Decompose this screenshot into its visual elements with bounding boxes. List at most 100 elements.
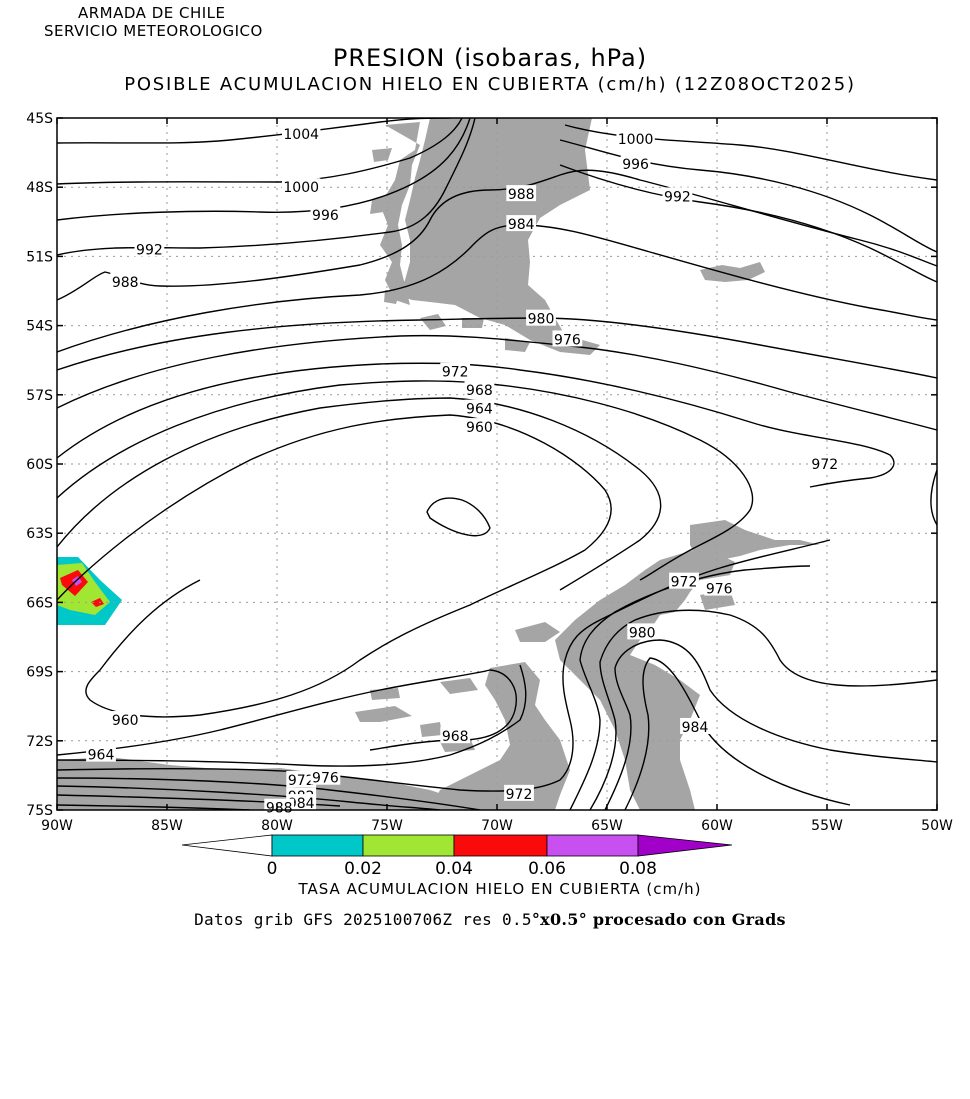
lon-label: 60W bbox=[701, 818, 733, 834]
isobar-label-bg bbox=[110, 272, 141, 289]
land-south-shetland bbox=[690, 520, 820, 563]
ice-level-2b bbox=[91, 598, 104, 607]
isobar-label: 980 bbox=[528, 312, 555, 328]
lon-label: 90W bbox=[41, 818, 73, 834]
lat-label: 63S bbox=[26, 526, 53, 542]
lon-label: 70W bbox=[481, 818, 513, 834]
isobar-label-bg bbox=[669, 572, 699, 589]
lon-label: 50W bbox=[921, 818, 953, 834]
isobar-label: 976 bbox=[554, 332, 581, 348]
land-island bbox=[372, 148, 392, 162]
lon-label: 85W bbox=[151, 818, 183, 834]
isobar-1004 bbox=[57, 118, 451, 144]
isobar-label-bg bbox=[809, 455, 840, 471]
data-source-text: Datos grib GFS 2025100706Z res 0.5 bbox=[194, 910, 532, 929]
isobar-label: 1004 bbox=[283, 127, 319, 143]
isobar-label: 964 bbox=[466, 402, 493, 418]
legend-box-4 bbox=[546, 834, 639, 857]
isobar-label-bg bbox=[310, 768, 341, 785]
lon-label: 80W bbox=[261, 818, 293, 834]
isobar-label: 976 bbox=[312, 771, 339, 787]
land-masses bbox=[57, 118, 820, 810]
isobar-label: 984 bbox=[508, 217, 535, 233]
isobar-label-bg bbox=[310, 205, 341, 222]
isobar-label: 996 bbox=[312, 208, 339, 224]
isobar-992-east bbox=[559, 164, 937, 283]
isobar-label-bg bbox=[464, 381, 495, 398]
lon-label: 55W bbox=[811, 818, 843, 834]
isobar-label: 996 bbox=[622, 157, 649, 173]
isobar-label: 976 bbox=[706, 582, 733, 598]
isobar-996-east bbox=[559, 139, 937, 253]
lat-label: 66S bbox=[26, 595, 53, 611]
isobar-label-bg bbox=[526, 309, 556, 326]
isobar-label-bg bbox=[464, 418, 495, 435]
map-title: PRESION (isobaras, hPa) bbox=[332, 44, 648, 72]
isobar-label-bg bbox=[282, 178, 321, 195]
legend-tick-label: 0.06 bbox=[528, 859, 566, 879]
legend-upper-triangle bbox=[637, 834, 733, 857]
isobar-label: 972 bbox=[442, 365, 469, 381]
isobar-label: 984 bbox=[682, 720, 709, 736]
lat-label: 75S bbox=[26, 803, 53, 819]
isobar-960 bbox=[57, 414, 612, 718]
isobar-east-edge bbox=[930, 469, 937, 526]
isobar-label: 972 bbox=[288, 773, 315, 789]
isobar-label: 964 bbox=[88, 748, 115, 764]
lat-label: 57S bbox=[26, 388, 53, 404]
isobar-label-bg bbox=[86, 745, 116, 762]
isobar-label-bg bbox=[440, 362, 471, 379]
isobar-972-south bbox=[57, 539, 831, 792]
isobar-label-bg bbox=[506, 185, 537, 202]
longitude-labels: 90W 85W 80W 75W 70W 65W 60W 55W 50W bbox=[41, 818, 953, 834]
isobar-label: 992 bbox=[664, 189, 691, 205]
isobar-968 bbox=[57, 380, 754, 581]
lon-label: 65W bbox=[591, 818, 623, 834]
isobar-label-bg bbox=[286, 771, 317, 788]
isobar-988-west bbox=[57, 169, 937, 301]
lat-label: 51S bbox=[26, 249, 53, 265]
org-name: ARMADA DE CHILE bbox=[78, 4, 226, 22]
lat-label: 45S bbox=[26, 111, 53, 127]
land-island bbox=[420, 722, 442, 737]
isobar-label-bg bbox=[134, 240, 165, 257]
isobar-label: 1000 bbox=[283, 180, 319, 196]
isobar-label-bg bbox=[464, 399, 495, 416]
isobar-label-bg bbox=[282, 125, 321, 142]
isobar-label: 988 bbox=[112, 275, 139, 291]
isobar-label: 972 bbox=[671, 575, 698, 591]
isobar-label: 1000 bbox=[618, 132, 654, 148]
isobar-label: 988 bbox=[508, 187, 535, 203]
isobar-976-south bbox=[57, 565, 811, 810]
isobar-label-bg bbox=[506, 215, 537, 232]
land-island bbox=[440, 678, 478, 694]
legend-title: TASA ACUMULACION HIELO EN CUBIERTA (cm/h… bbox=[297, 880, 701, 898]
legend-tick-label: 0 bbox=[267, 859, 278, 879]
isobar-956 bbox=[426, 497, 491, 537]
data-source-note: Datos grib GFS 2025100706Z res 0.5°x0.5°… bbox=[0, 910, 970, 929]
org-department: SERVICIO METEOROLOGICO bbox=[44, 22, 263, 40]
isobar-964 bbox=[57, 397, 662, 591]
isobar-972 bbox=[57, 362, 895, 488]
isobar-label: 972 bbox=[506, 787, 533, 803]
isobar-label-bg bbox=[440, 727, 471, 744]
isobar-label: 960 bbox=[112, 713, 139, 729]
ice-level-3 bbox=[72, 576, 82, 586]
isobar-label-bg bbox=[552, 330, 583, 347]
lat-label: 60S bbox=[26, 457, 53, 473]
latitude-labels: 45S 48S 51S 54S 57S 60S 63S 66S 69S 72S 75S bbox=[26, 111, 53, 819]
land-chile-islands bbox=[380, 122, 420, 305]
land-island bbox=[370, 196, 386, 214]
legend-box-3 bbox=[453, 834, 548, 857]
isobar-label: 984 bbox=[288, 796, 315, 812]
data-source-bold: °x0.5° procesado con Grads bbox=[531, 910, 786, 929]
land-malvinas bbox=[700, 262, 765, 282]
isobar-label-bg bbox=[616, 129, 655, 146]
axis-ticks bbox=[56, 117, 938, 811]
lat-label: 54S bbox=[26, 319, 53, 335]
legend-tick-label: 0.02 bbox=[344, 859, 382, 879]
isobar-label: 988 bbox=[266, 801, 293, 817]
isobar-label-bg bbox=[504, 784, 534, 801]
land-island bbox=[370, 688, 400, 700]
color-legend: 0 0.02 0.04 0.06 0.08 TASA ACUMULACION HIELO… bbox=[181, 834, 733, 898]
